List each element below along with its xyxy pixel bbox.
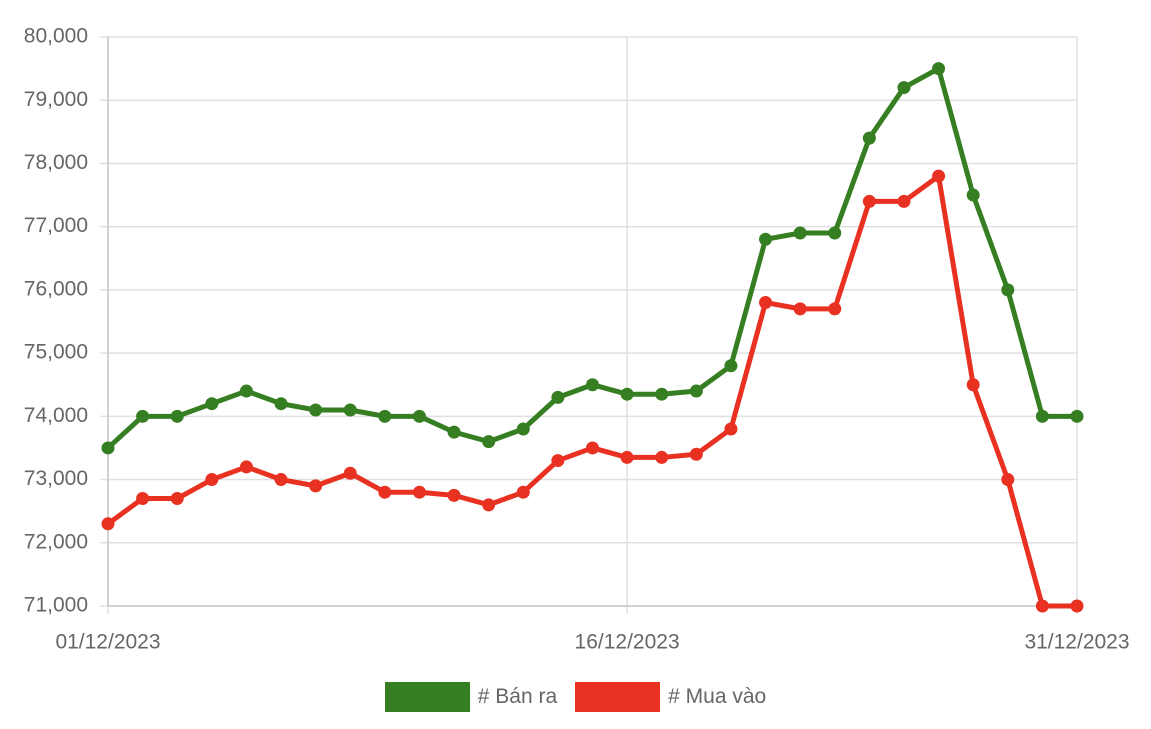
data-point — [136, 409, 150, 423]
data-point — [551, 390, 565, 404]
data-point — [655, 450, 669, 464]
data-point — [482, 435, 496, 449]
data-point — [655, 387, 669, 401]
data-point — [482, 498, 496, 512]
data-point — [551, 454, 565, 468]
y-tick-label: 71,000 — [24, 594, 88, 617]
y-tick-label: 73,000 — [24, 467, 88, 490]
y-tick-label: 75,000 — [24, 341, 88, 364]
data-point — [759, 232, 773, 246]
data-point — [689, 447, 703, 461]
data-point — [309, 403, 323, 417]
data-point — [101, 517, 115, 531]
data-point — [170, 409, 184, 423]
data-point — [1070, 409, 1084, 423]
data-point — [828, 226, 842, 240]
data-point — [966, 188, 980, 202]
data-point — [1035, 409, 1049, 423]
chart: 71,000 72,000 73,000 74,000 75,000 76,000 77,0… — [24, 25, 1130, 654]
data-point — [239, 460, 253, 474]
data-point — [274, 397, 288, 411]
legend-item[interactable]: # Bán ra — [384, 682, 558, 712]
data-point — [1070, 599, 1084, 613]
data-point — [343, 403, 357, 417]
data-point — [586, 378, 599, 392]
data-point — [447, 425, 461, 439]
data-point — [793, 226, 807, 240]
data-point — [101, 441, 115, 455]
x-tick-label: 16/12/2023 — [575, 631, 680, 654]
data-point — [793, 302, 807, 316]
data-point — [378, 409, 392, 423]
data-point — [897, 194, 911, 208]
data-point — [516, 485, 530, 499]
data-point — [343, 466, 357, 480]
data-point — [724, 422, 738, 436]
data-point — [309, 479, 323, 493]
data-point — [412, 409, 426, 423]
data-point — [724, 359, 738, 373]
data-point — [170, 492, 184, 506]
legend-swatch — [575, 682, 661, 712]
y-tick-label: 78,000 — [24, 151, 88, 174]
data-point — [932, 62, 946, 76]
legend-swatch — [384, 682, 470, 712]
data-point — [620, 450, 634, 464]
x-tick-label: 01/12/2023 — [55, 631, 160, 654]
y-tick-label: 76,000 — [24, 277, 88, 300]
data-point — [1035, 599, 1049, 613]
data-point — [205, 473, 219, 487]
data-point — [689, 384, 703, 398]
y-tick-label: 74,000 — [24, 404, 88, 427]
legend-item[interactable]: # Mua vào — [575, 682, 766, 712]
data-point — [828, 302, 842, 316]
legend-label: # Mua vào — [668, 685, 767, 708]
data-point — [136, 492, 150, 506]
data-point — [586, 441, 599, 455]
data-point — [862, 194, 876, 208]
legend: # Bán ra # Mua vào — [0, 665, 1151, 729]
data-point — [1001, 283, 1015, 297]
legend-label: # Bán ra — [477, 685, 558, 708]
y-tick-label: 72,000 — [24, 530, 88, 553]
data-point — [897, 81, 911, 95]
data-point — [447, 488, 461, 502]
data-point — [239, 384, 253, 398]
data-point — [516, 422, 530, 436]
data-point — [862, 131, 876, 145]
data-point — [412, 485, 426, 499]
data-point — [274, 473, 288, 487]
y-tick-label: 79,000 — [24, 88, 88, 111]
x-tick-label: 31/12/2023 — [1024, 631, 1129, 654]
y-tick-label: 77,000 — [24, 214, 88, 237]
data-point — [620, 387, 634, 401]
y-tick-label: 80,000 — [24, 25, 88, 48]
data-point — [966, 378, 980, 392]
data-point — [378, 485, 392, 499]
data-point — [205, 397, 219, 411]
data-point — [932, 169, 946, 183]
data-point — [759, 296, 773, 310]
data-point — [1001, 473, 1015, 487]
